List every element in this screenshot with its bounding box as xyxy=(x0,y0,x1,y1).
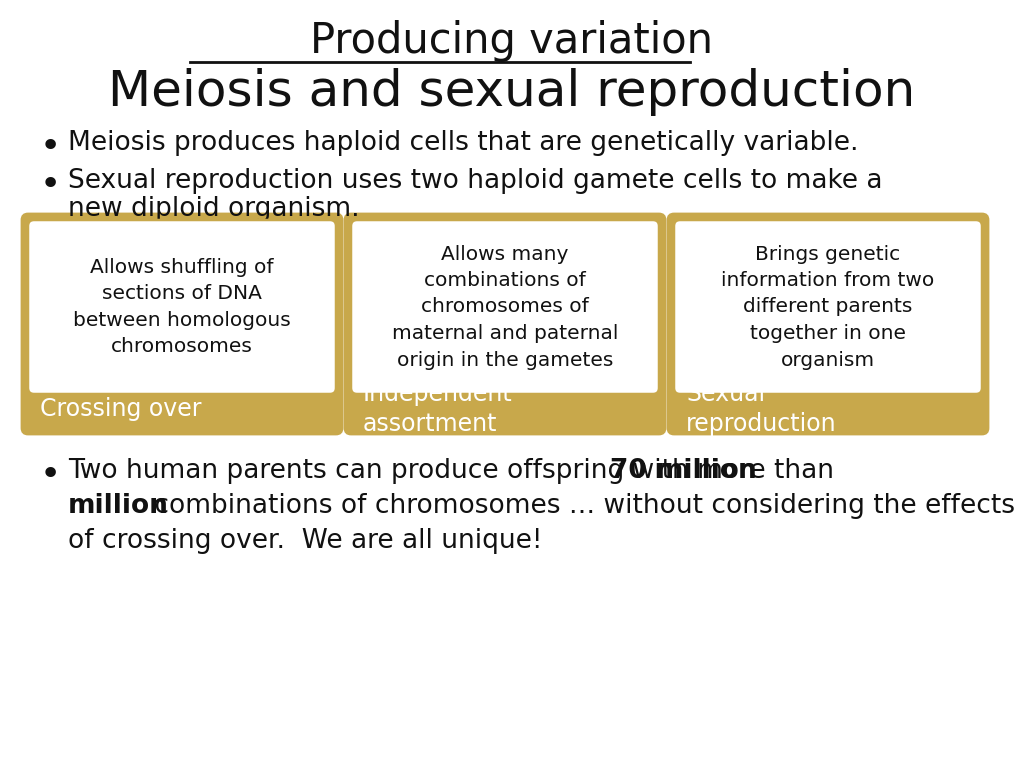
FancyBboxPatch shape xyxy=(345,214,665,434)
Text: Allows many
combinations of
chromosomes of
maternal and paternal
origin in the g: Allows many combinations of chromosomes … xyxy=(392,244,618,369)
Text: of crossing over.  We are all unique!: of crossing over. We are all unique! xyxy=(68,528,543,554)
FancyBboxPatch shape xyxy=(28,220,336,394)
Text: combinations of chromosomes … without considering the effects: combinations of chromosomes … without co… xyxy=(146,493,1016,519)
FancyBboxPatch shape xyxy=(668,214,988,434)
Text: 70 million: 70 million xyxy=(609,458,757,484)
Text: Producing variation: Producing variation xyxy=(310,20,714,62)
Text: Allows shuffling of
sections of DNA
between homologous
chromosomes: Allows shuffling of sections of DNA betw… xyxy=(73,258,291,356)
Text: Sexual reproduction uses two haploid gamete cells to make a: Sexual reproduction uses two haploid gam… xyxy=(68,168,883,194)
Text: Crossing over: Crossing over xyxy=(40,397,202,421)
Text: Sexual
reproduction: Sexual reproduction xyxy=(686,382,837,436)
FancyBboxPatch shape xyxy=(351,220,659,394)
Text: •: • xyxy=(40,130,61,164)
Text: Independent
assortment: Independent assortment xyxy=(362,382,513,436)
Text: Meiosis and sexual reproduction: Meiosis and sexual reproduction xyxy=(109,68,915,116)
Text: •: • xyxy=(40,458,61,492)
FancyBboxPatch shape xyxy=(22,214,342,434)
Text: Brings genetic
information from two
different parents
together in one
organism: Brings genetic information from two diff… xyxy=(721,244,935,369)
Text: Two human parents can produce offspring with more than: Two human parents can produce offspring … xyxy=(68,458,843,484)
Text: new diploid organism.: new diploid organism. xyxy=(68,196,359,222)
Text: Meiosis produces haploid cells that are genetically variable.: Meiosis produces haploid cells that are … xyxy=(68,130,858,156)
Text: •: • xyxy=(40,168,61,202)
Text: million: million xyxy=(68,493,169,519)
FancyBboxPatch shape xyxy=(674,220,982,394)
